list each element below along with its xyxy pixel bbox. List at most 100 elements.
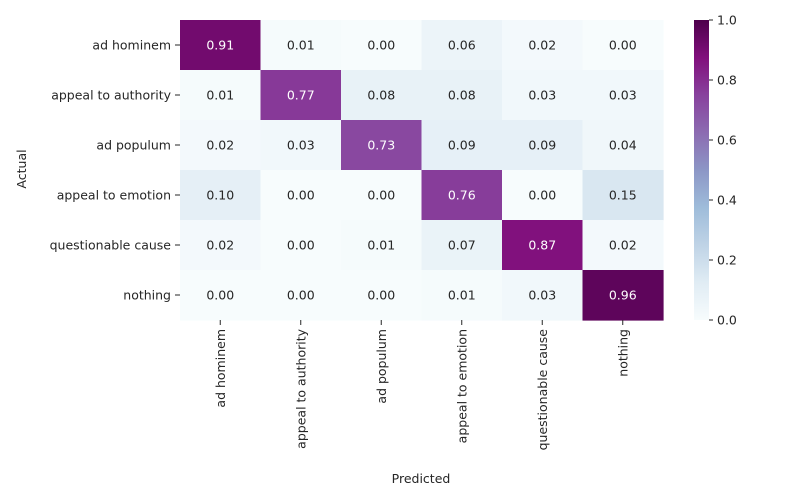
heatmap-cell xyxy=(341,70,423,121)
x-tick-label: questionable cause xyxy=(535,329,550,451)
heatmap-cell xyxy=(582,270,664,321)
cell-value-label: 0.10 xyxy=(206,188,234,203)
heatmap-cell xyxy=(582,20,664,71)
cell-value-label: 0.00 xyxy=(287,238,315,253)
heatmap-cell xyxy=(180,20,262,71)
cell-value-label: 0.00 xyxy=(367,188,395,203)
cell-value-label: 0.96 xyxy=(609,288,637,303)
cell-value-label: 0.77 xyxy=(287,88,315,103)
heatmap-cell xyxy=(421,120,503,171)
heatmap-cell xyxy=(502,20,584,71)
colorbar-tick-label: 0.0 xyxy=(717,313,737,328)
y-axis-ticks: ad hominem appeal to authority ad populum a… xyxy=(50,38,180,303)
cell-value-label: 0.01 xyxy=(448,288,476,303)
x-axis-ticks: ad hominem appeal to authority ad populum a… xyxy=(213,320,630,451)
cell-value-label: 0.02 xyxy=(528,38,556,53)
colorbar-tick-label: 0.6 xyxy=(717,133,737,148)
heatmap-cells xyxy=(180,20,664,321)
cell-value-label: 0.03 xyxy=(528,88,556,103)
heatmap-cell xyxy=(341,220,423,271)
cell-value-label: 0.00 xyxy=(367,288,395,303)
heatmap-cell xyxy=(582,170,664,221)
y-tick-label: appeal to authority xyxy=(51,88,171,103)
colorbar-tick-label: 0.4 xyxy=(717,193,737,208)
y-tick-label: ad hominem xyxy=(92,38,171,53)
heatmap-cell xyxy=(180,220,262,271)
cell-value-label: 0.00 xyxy=(287,288,315,303)
heatmap-cell xyxy=(341,270,423,321)
heatmap-cell xyxy=(502,270,584,321)
cell-value-label: 0.02 xyxy=(206,238,234,253)
heatmap-cell xyxy=(341,20,423,71)
cell-value-label: 0.03 xyxy=(528,288,556,303)
cell-value-label: 0.03 xyxy=(609,88,637,103)
heatmap-cell xyxy=(341,120,423,171)
heatmap-cell xyxy=(502,70,584,121)
x-tick-label: nothing xyxy=(615,329,630,377)
heatmap-cell xyxy=(260,220,342,271)
heatmap-cell xyxy=(502,120,584,171)
colorbar: 0.0 0.2 0.4 0.6 0.8 1.0 xyxy=(694,13,737,328)
heatmap-cell xyxy=(582,220,664,271)
colorbar-tick-label: 0.8 xyxy=(717,73,737,88)
cell-value-label: 0.04 xyxy=(609,138,637,153)
cell-value-label: 0.00 xyxy=(206,288,234,303)
heatmap-cell xyxy=(180,70,262,121)
cell-value-label: 0.73 xyxy=(367,138,395,153)
cell-value-label: 0.87 xyxy=(528,238,556,253)
cell-value-label: 0.91 xyxy=(206,38,234,53)
cell-value-label: 0.01 xyxy=(367,238,395,253)
heatmap-cell xyxy=(582,120,664,171)
y-tick-label: appeal to emotion xyxy=(57,188,171,203)
cell-value-label: 0.02 xyxy=(206,138,234,153)
cell-value-label: 0.08 xyxy=(367,88,395,103)
heatmap-cell xyxy=(502,170,584,221)
x-tick-label: ad populum xyxy=(374,329,389,404)
x-axis-label: Predicted xyxy=(392,471,451,486)
heatmap-cell xyxy=(260,70,342,121)
cell-value-label: 0.00 xyxy=(287,188,315,203)
cell-value-label: 0.01 xyxy=(287,38,315,53)
cell-value-label: 0.00 xyxy=(367,38,395,53)
y-tick-label: nothing xyxy=(123,288,171,303)
heatmap-cell xyxy=(421,20,503,71)
heatmap-cell xyxy=(180,270,262,321)
cell-value-label: 0.02 xyxy=(609,238,637,253)
y-axis-label: Actual xyxy=(14,149,29,188)
heatmap-cell xyxy=(421,270,503,321)
x-tick-label: ad hominem xyxy=(213,329,228,408)
heatmap-cell xyxy=(260,270,342,321)
cell-value-label: 0.07 xyxy=(448,238,476,253)
x-tick-label: appeal to authority xyxy=(293,328,308,448)
cell-value-label: 0.06 xyxy=(448,38,476,53)
cell-value-label: 0.09 xyxy=(528,138,556,153)
colorbar-ticks: 0.0 0.2 0.4 0.6 0.8 1.0 xyxy=(709,13,737,328)
colorbar-tick-label: 1.0 xyxy=(717,13,737,28)
heatmap-cell xyxy=(180,120,262,171)
cell-value-label: 0.03 xyxy=(287,138,315,153)
cell-value-label: 0.01 xyxy=(206,88,234,103)
cell-value-label: 0.00 xyxy=(609,38,637,53)
cell-value-label: 0.15 xyxy=(609,188,637,203)
cell-value-label: 0.08 xyxy=(448,88,476,103)
cell-value-label: 0.00 xyxy=(528,188,556,203)
heatmap-cell xyxy=(180,170,262,221)
colorbar-tick-label: 0.2 xyxy=(717,253,737,268)
heatmap-cell xyxy=(421,170,503,221)
heatmap-cell xyxy=(260,20,342,71)
heatmap-cell xyxy=(260,120,342,171)
heatmap-cell xyxy=(260,170,342,221)
cell-value-label: 0.09 xyxy=(448,138,476,153)
heatmap-value-labels: 0.91 0.01 0.00 0.06 0.02 0.00 0.01 0.77 0.08 0.08… xyxy=(206,38,636,303)
heatmap-cell xyxy=(421,70,503,121)
heatmap-cell xyxy=(502,220,584,271)
cell-value-label: 0.76 xyxy=(448,188,476,203)
heatmap-cell xyxy=(421,220,503,271)
y-tick-label: questionable cause xyxy=(50,238,172,253)
heatmap-cell xyxy=(582,70,664,121)
heatmap-cell xyxy=(341,170,423,221)
y-tick-label: ad populum xyxy=(96,138,171,153)
colorbar-gradient xyxy=(694,20,709,320)
x-tick-label: appeal to emotion xyxy=(454,329,469,443)
